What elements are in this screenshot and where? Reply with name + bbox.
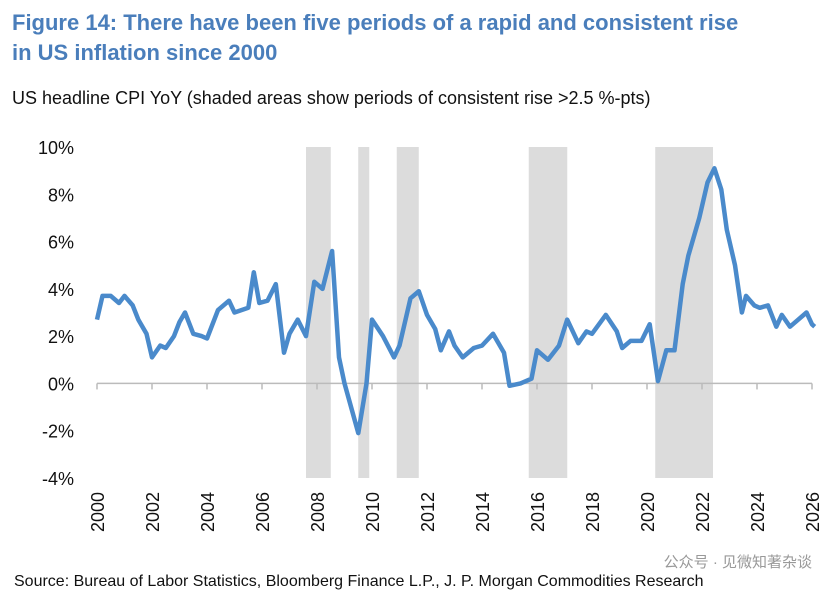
shaded-period xyxy=(528,147,568,478)
watermark: 公众号 · 见微知著杂谈 xyxy=(664,554,812,571)
x-tick-label: 2022 xyxy=(693,492,713,532)
line-series xyxy=(94,166,817,436)
y-tick-label: 0% xyxy=(48,374,74,394)
x-tick-label: 2012 xyxy=(418,492,438,532)
shaded-period xyxy=(358,147,370,478)
x-tick-label: 2004 xyxy=(198,492,218,532)
x-tick-label: 2020 xyxy=(638,492,658,532)
x-tick-label: 2008 xyxy=(308,492,328,532)
x-tick-label: 2000 xyxy=(88,492,108,532)
x-tick-label: 2024 xyxy=(748,492,768,532)
y-tick-label: 10% xyxy=(38,138,74,158)
x-tick-label: 2018 xyxy=(583,492,603,532)
x-tick-label: 2014 xyxy=(473,492,493,532)
x-tick-label: 2002 xyxy=(143,492,163,532)
y-tick-label: 6% xyxy=(48,233,74,253)
y-tick-label: -2% xyxy=(42,422,74,442)
y-tick-label: 8% xyxy=(48,185,74,205)
y-tick-label: 4% xyxy=(48,280,74,300)
y-tick-label: 2% xyxy=(48,327,74,347)
x-tick-label: 2026 xyxy=(803,492,823,532)
x-tick-label: 2010 xyxy=(363,492,383,532)
source-note: Source: Bureau of Labor Statistics, Bloo… xyxy=(14,573,704,590)
x-tick-label: 2016 xyxy=(528,492,548,532)
y-tick-label: -4% xyxy=(42,469,74,489)
chart-title: Figure 14: There have been five periods … xyxy=(12,10,738,65)
chart-subtitle: US headline CPI YoY (shaded areas show p… xyxy=(12,88,651,108)
x-tick-label: 2006 xyxy=(253,492,273,532)
